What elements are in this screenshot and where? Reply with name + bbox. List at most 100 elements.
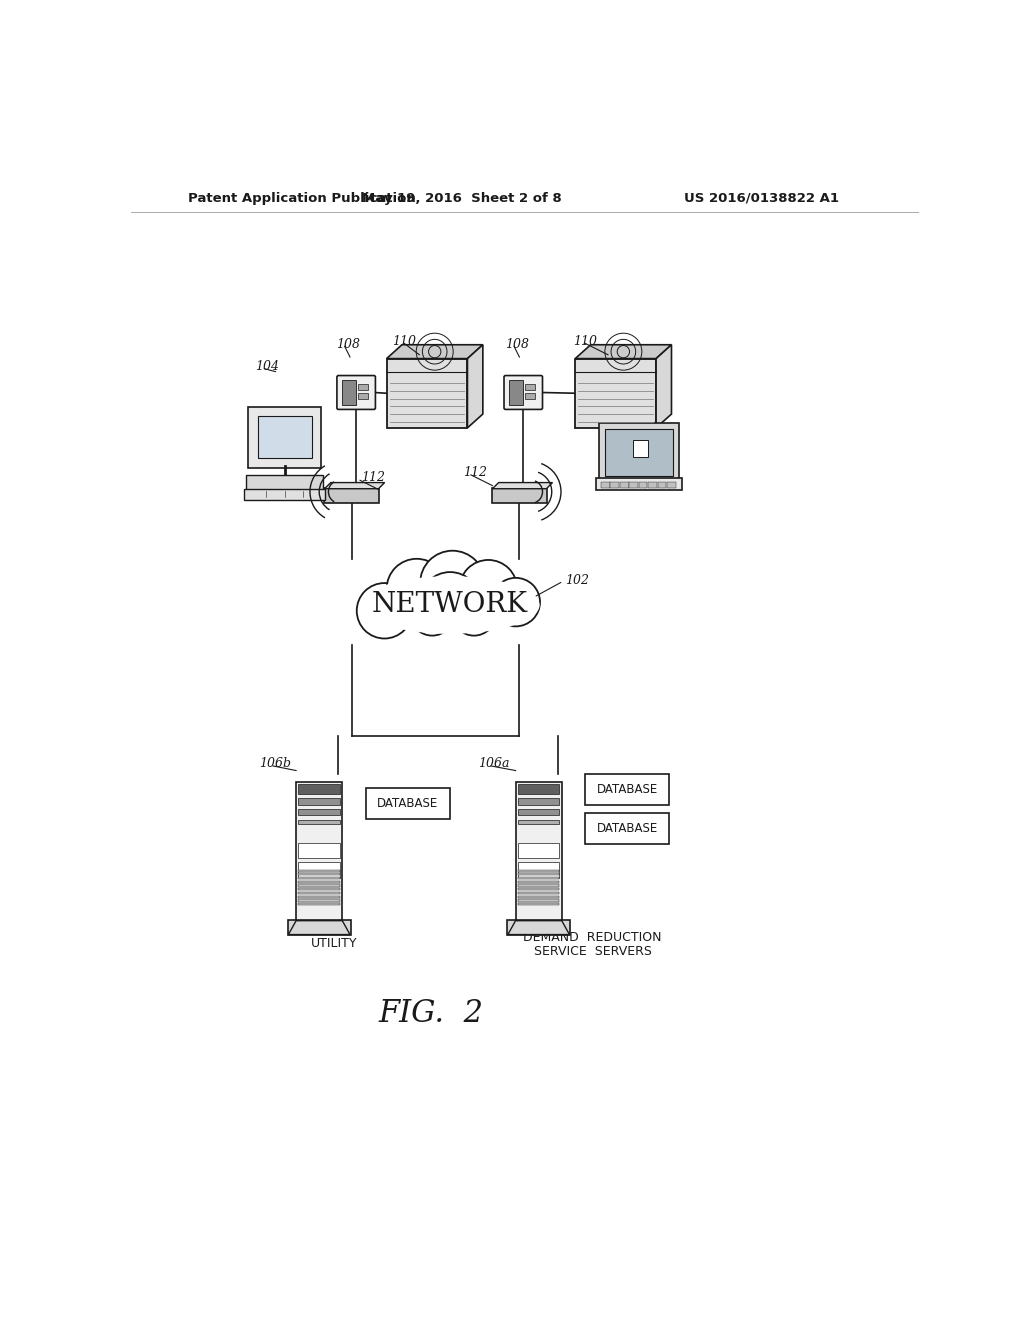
Polygon shape xyxy=(467,345,483,428)
Bar xyxy=(298,843,340,858)
FancyBboxPatch shape xyxy=(504,376,543,409)
Polygon shape xyxy=(493,483,553,488)
Ellipse shape xyxy=(360,576,540,634)
Text: 106a: 106a xyxy=(478,758,510,770)
Bar xyxy=(357,384,369,391)
Bar xyxy=(298,895,340,898)
Bar xyxy=(296,781,342,921)
Text: 108: 108 xyxy=(336,338,360,351)
Bar xyxy=(518,876,559,879)
Bar xyxy=(630,482,638,488)
FancyBboxPatch shape xyxy=(244,488,326,499)
Bar xyxy=(298,874,340,875)
FancyBboxPatch shape xyxy=(337,376,376,409)
Text: SERVICE  SERVERS: SERVICE SERVERS xyxy=(534,945,651,958)
Circle shape xyxy=(460,560,517,618)
Bar xyxy=(518,809,559,816)
Bar xyxy=(518,884,559,887)
Circle shape xyxy=(492,578,540,627)
Circle shape xyxy=(420,572,480,632)
FancyBboxPatch shape xyxy=(366,788,450,818)
FancyBboxPatch shape xyxy=(507,920,570,936)
Circle shape xyxy=(356,583,413,639)
Text: May 19, 2016  Sheet 2 of 8: May 19, 2016 Sheet 2 of 8 xyxy=(361,191,561,205)
Polygon shape xyxy=(387,345,483,359)
Text: DATABASE: DATABASE xyxy=(597,783,657,796)
Text: 112: 112 xyxy=(361,471,386,484)
FancyBboxPatch shape xyxy=(288,920,351,936)
Text: 110: 110 xyxy=(392,335,417,348)
Text: DATABASE: DATABASE xyxy=(597,822,657,834)
Text: Patent Application Publication: Patent Application Publication xyxy=(188,191,416,205)
Bar xyxy=(298,797,340,805)
Bar xyxy=(518,892,559,894)
Bar xyxy=(298,784,340,793)
Bar xyxy=(357,393,369,400)
Text: 108: 108 xyxy=(505,338,528,351)
Bar xyxy=(518,797,559,805)
Bar xyxy=(524,384,536,391)
Bar xyxy=(518,784,559,793)
Bar xyxy=(518,903,559,906)
Circle shape xyxy=(420,550,484,615)
Text: UTILITY: UTILITY xyxy=(311,937,357,950)
Bar xyxy=(387,359,467,428)
FancyBboxPatch shape xyxy=(324,488,379,503)
Polygon shape xyxy=(575,345,672,359)
Polygon shape xyxy=(508,921,569,935)
Bar xyxy=(648,482,656,488)
Polygon shape xyxy=(289,921,350,935)
Bar xyxy=(518,899,559,902)
Bar xyxy=(667,482,676,488)
Bar xyxy=(298,880,340,883)
Bar xyxy=(601,482,609,488)
Bar xyxy=(518,862,559,878)
Polygon shape xyxy=(656,345,672,428)
Text: 104: 104 xyxy=(255,360,280,372)
Text: NETWORK: NETWORK xyxy=(372,591,528,619)
Bar xyxy=(298,899,340,902)
Circle shape xyxy=(411,591,455,636)
Bar xyxy=(257,416,311,458)
Text: 112: 112 xyxy=(463,466,487,479)
Polygon shape xyxy=(325,483,385,488)
FancyBboxPatch shape xyxy=(249,407,321,469)
Bar xyxy=(610,482,620,488)
Bar xyxy=(518,874,559,875)
Bar xyxy=(657,482,667,488)
Bar xyxy=(605,429,673,475)
Bar xyxy=(524,393,536,400)
Bar xyxy=(518,820,559,824)
Bar xyxy=(298,862,340,878)
Bar xyxy=(518,843,559,858)
Bar xyxy=(298,884,340,887)
Bar xyxy=(518,870,559,871)
Bar xyxy=(633,441,648,457)
Circle shape xyxy=(452,591,496,636)
FancyBboxPatch shape xyxy=(596,478,682,490)
Bar xyxy=(298,870,340,871)
FancyBboxPatch shape xyxy=(246,475,324,490)
Bar xyxy=(515,781,562,921)
FancyBboxPatch shape xyxy=(586,813,669,843)
FancyBboxPatch shape xyxy=(586,775,669,805)
Bar xyxy=(575,359,656,428)
Bar xyxy=(342,380,355,405)
Bar xyxy=(298,820,340,824)
Bar xyxy=(518,880,559,883)
Bar xyxy=(298,876,340,879)
FancyBboxPatch shape xyxy=(492,488,547,503)
Bar xyxy=(298,903,340,906)
Text: 102: 102 xyxy=(565,574,590,587)
Bar xyxy=(518,895,559,898)
Bar xyxy=(298,888,340,891)
Bar xyxy=(298,809,340,816)
Bar xyxy=(639,482,647,488)
Text: 106b: 106b xyxy=(259,758,291,770)
Bar xyxy=(509,380,523,405)
Text: US 2016/0138822 A1: US 2016/0138822 A1 xyxy=(684,191,840,205)
Text: DATABASE: DATABASE xyxy=(377,797,438,810)
Text: FIG.  2: FIG. 2 xyxy=(378,998,483,1028)
Text: 110: 110 xyxy=(573,335,597,348)
FancyBboxPatch shape xyxy=(599,424,679,482)
